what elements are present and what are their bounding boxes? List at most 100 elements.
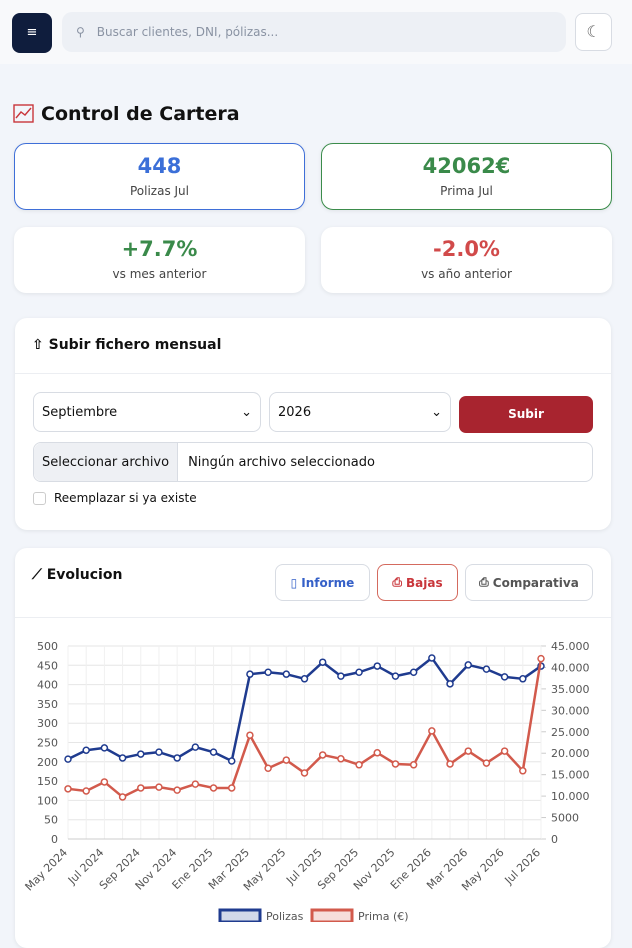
compare-button[interactable]: ⎙ Comparativa [465, 564, 593, 601]
point [409, 668, 418, 676]
point [519, 767, 527, 775]
y2-tick-label: 5000 [551, 812, 579, 825]
month-value: Septiembre [42, 404, 118, 420]
legend-label: Polizas [266, 910, 304, 922]
point [464, 747, 472, 755]
legend-label: Prima (€) [358, 910, 409, 922]
point [155, 748, 163, 756]
stat-value: 42062€ [422, 154, 511, 178]
y-tick-label: 200 [37, 756, 58, 769]
point [282, 756, 291, 764]
y2-tick-label: 30.000 [551, 704, 590, 717]
point [337, 672, 345, 680]
point [446, 680, 454, 688]
y-tick-label: 0 [51, 833, 58, 846]
button-label: Comparativa [492, 575, 579, 590]
stat-card: 448 Polizas Jul [14, 143, 305, 210]
point [100, 778, 109, 786]
report-button[interactable]: ▯ Informe [275, 564, 370, 601]
point [118, 754, 127, 762]
point [373, 662, 382, 670]
stat-card: 42062€ Prima Jul [321, 143, 612, 210]
search-placeholder: Buscar clientes, DNI, pólizas... [96, 25, 279, 39]
replace-row: Reemplazar si ya existe [33, 491, 197, 505]
point [209, 748, 218, 756]
stat-label: vs año anterior [421, 267, 512, 281]
point [519, 675, 527, 683]
point [64, 755, 72, 763]
point [355, 761, 363, 769]
y-tick-label: 400 [37, 679, 58, 692]
point [464, 661, 472, 669]
point [537, 654, 545, 663]
point [137, 750, 145, 758]
submit-button[interactable]: Subir [459, 396, 593, 433]
point [409, 761, 418, 769]
y-tick-label: 300 [37, 717, 58, 730]
menu-button[interactable]: ≡ [12, 13, 52, 53]
y2-tick-label: 0 [551, 833, 558, 846]
chart: 0501001502002503003504004505000500010.00… [23, 640, 590, 922]
point [227, 757, 236, 765]
stat-label: Polizas Jul [129, 184, 189, 198]
chart-title-row: ⟋ Evolucion [32, 567, 123, 583]
y-tick-label: 50 [44, 814, 58, 827]
point [191, 780, 200, 788]
theme-toggle[interactable]: ☾ [575, 13, 612, 51]
point [264, 764, 272, 772]
page: ≡ ⚲ Buscar clientes, DNI, pólizas... ☾ Co… [12, 12, 612, 948]
file-status: Ningún archivo seleccionado [188, 454, 375, 470]
y-tick-label: 150 [37, 775, 58, 788]
divider [15, 373, 611, 374]
stat-value: 448 [137, 154, 182, 178]
month-select[interactable]: Septiembre ⌄ [33, 392, 261, 432]
file-button[interactable]: Seleccionar archivo [34, 443, 179, 481]
y2-tick-label: 35.000 [551, 683, 590, 696]
x-tick-label: Jul 2026 [502, 846, 544, 888]
point [428, 654, 436, 662]
page-heading: Control de Cartera [13, 103, 240, 125]
y2-tick-label: 45.000 [551, 640, 590, 653]
y-tick-label: 250 [37, 737, 58, 750]
point [264, 668, 272, 676]
stat-card: -2.0% vs año anterior [321, 227, 612, 293]
y-tick-label: 350 [37, 698, 58, 711]
stat-label: Prima Jul [440, 184, 493, 198]
point [500, 747, 509, 755]
heading-icon [13, 104, 34, 123]
point [173, 754, 181, 762]
divider [15, 617, 611, 618]
chart-section-title: Evolucion [46, 567, 123, 583]
point [373, 749, 382, 757]
legend-swatch [310, 908, 354, 922]
point [300, 769, 309, 777]
file-input[interactable]: Seleccionar archivo Ningún archivo selecc… [33, 442, 593, 482]
point [82, 787, 90, 795]
point [155, 783, 163, 791]
button-label: Bajas [406, 575, 443, 590]
replace-label: Reemplazar si ya existe [54, 491, 197, 505]
checkbox[interactable] [33, 491, 46, 505]
point [227, 784, 236, 792]
point [191, 743, 200, 751]
y2-tick-label: 20.000 [551, 747, 590, 760]
y2-tick-label: 25.000 [551, 726, 590, 739]
point [428, 727, 436, 735]
point [82, 746, 90, 754]
point [482, 665, 491, 673]
button-label: Informe [301, 575, 355, 590]
y-tick-label: 500 [37, 640, 58, 653]
year-select[interactable]: 2026 ⌄ [269, 392, 451, 432]
stat-card: +7.7% vs mes anterior [14, 227, 305, 293]
search-box[interactable]: ⚲ Buscar clientes, DNI, pólizas... [62, 12, 566, 52]
point [391, 672, 400, 680]
point [318, 751, 327, 759]
page-title: Control de Cartera [41, 103, 240, 125]
stat-value: +7.7% [121, 237, 198, 261]
chart-card: ⟋ Evolucion ▯ Informe ⎙ Bajas ⎙ Comparat… [15, 548, 611, 948]
point [337, 755, 345, 763]
point [391, 760, 400, 768]
upload-title-row: ⇧ Subir fichero mensual [32, 337, 222, 353]
y2-tick-label: 15.000 [551, 769, 590, 782]
bajas-button[interactable]: ⎙ Bajas [377, 564, 458, 601]
